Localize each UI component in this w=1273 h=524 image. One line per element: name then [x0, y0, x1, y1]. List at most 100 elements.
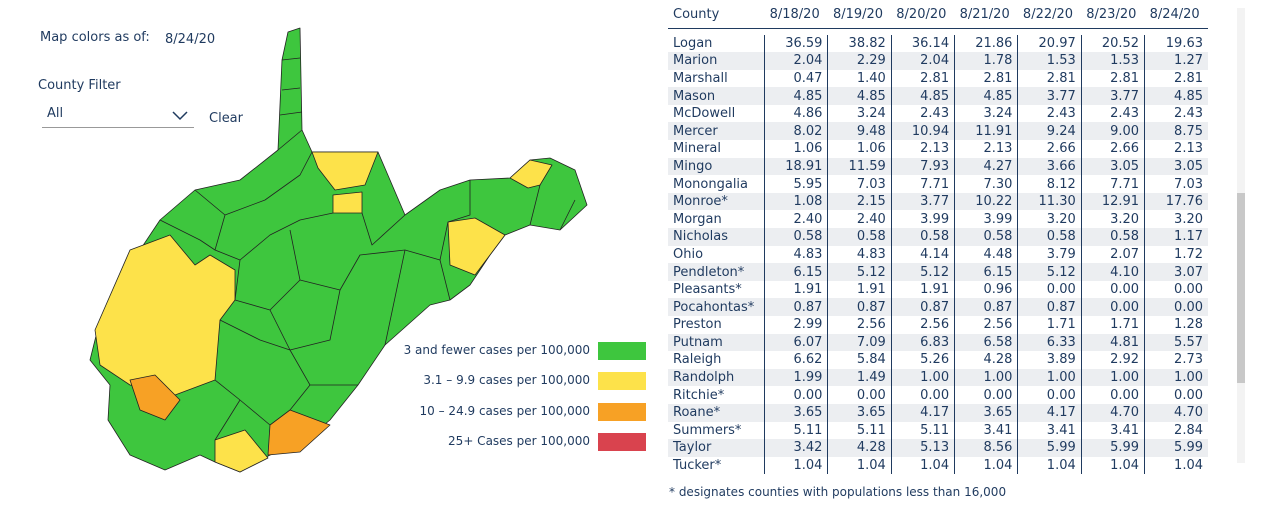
table-row: Ohio 4.83 4.83 4.14 4.48 3.79 2.07 1.72 — [668, 245, 1208, 264]
rate-cell: 1.53 — [1017, 52, 1082, 70]
rate-cell: 7.71 — [890, 175, 955, 193]
table-row: Randolph 1.99 1.49 1.00 1.00 1.00 1.00 1.00 — [668, 368, 1208, 387]
rate-cell: 5.12 — [827, 263, 892, 281]
rate-cell: 3.07 — [1144, 263, 1208, 281]
rate-cell: 5.84 — [827, 351, 892, 369]
scroll-thumb[interactable] — [1237, 193, 1245, 383]
rate-cell: 12.91 — [1080, 192, 1145, 211]
rate-cell: 1.00 — [1017, 368, 1082, 387]
rate-cell: 21.86 — [954, 34, 1018, 53]
column-header: County — [668, 0, 765, 29]
county-cell: Monroe* — [668, 192, 765, 211]
column-header: 8/23/20 — [1081, 0, 1145, 29]
legend-label: 25+ Cases per 100,000 — [448, 433, 590, 448]
rate-cell: 0.00 — [764, 386, 828, 404]
rate-cell: 3.41 — [954, 421, 1018, 440]
county-cell: Ohio — [673, 246, 704, 262]
rate-cell: 1.71 — [1017, 316, 1082, 334]
county-filter-label: County Filter — [38, 78, 121, 93]
rate-cell: 2.81 — [1080, 69, 1145, 88]
rate-cell: 0.96 — [954, 280, 1018, 299]
rate-cell: 1.04 — [1080, 456, 1145, 475]
county-region — [214, 429, 269, 473]
column-header: 8/21/20 — [954, 0, 1018, 29]
county-cell: Pleasants* — [673, 282, 742, 298]
rate-cell: 3.20 — [1144, 210, 1208, 229]
rate-cell: 2.43 — [1017, 104, 1082, 123]
rate-cell: 9.48 — [827, 122, 892, 141]
table-row: Monongalia 5.95 7.03 7.71 7.30 8.12 7.71 7.03 — [668, 175, 1208, 193]
rate-cell: 2.81 — [954, 69, 1018, 88]
rate-cell: 0.47 — [764, 69, 828, 88]
rate-cell: 0.00 — [1017, 280, 1082, 299]
rate-cell: 2.04 — [890, 52, 955, 70]
rate-cell: 0.58 — [1017, 228, 1082, 246]
table-row: Pendleton* 6.15 5.12 5.12 6.15 5.12 4.10 3.07 — [668, 263, 1208, 281]
rate-cell: 0.00 — [1144, 386, 1208, 404]
rate-cell: 3.77 — [1080, 87, 1145, 105]
legend-swatch — [598, 432, 646, 451]
rate-cell: 1.72 — [1144, 245, 1208, 264]
county-cell: Randolph — [668, 368, 765, 387]
table-row: Tucker* 1.04 1.04 1.04 1.04 1.04 1.04 1.04 — [668, 456, 1208, 475]
rate-cell: 5.57 — [1144, 333, 1208, 352]
rate-cell: 0.87 — [764, 298, 828, 316]
rate-cell: 4.10 — [1080, 263, 1145, 281]
clear-button[interactable]: Clear — [209, 111, 243, 126]
rate-cell: 5.99 — [1144, 439, 1208, 457]
rate-cell: 0.58 — [827, 228, 892, 246]
rate-cell: 5.99 — [1080, 439, 1145, 457]
county-cell: Taylor — [668, 439, 765, 457]
rate-cell: 36.14 — [890, 34, 955, 53]
rate-cell: 1.04 — [954, 456, 1018, 475]
rate-cell: 3.66 — [1017, 157, 1082, 176]
column-header: 8/19/20 — [827, 0, 892, 29]
scrollbar[interactable] — [1237, 8, 1245, 463]
rate-cell: 4.28 — [827, 439, 892, 457]
rate-cell: 2.13 — [954, 140, 1018, 158]
rate-cell: 3.99 — [890, 210, 955, 229]
rate-cell: 3.77 — [1017, 87, 1082, 105]
map — [89, 27, 588, 473]
dropdown-value: All — [47, 106, 64, 121]
rate-cell: 7.93 — [890, 157, 955, 176]
rate-cell: 2.04 — [764, 52, 828, 70]
rate-cell: 4.17 — [1017, 403, 1082, 422]
county-region — [447, 217, 506, 276]
county-cell: Nicholas — [668, 228, 765, 246]
rate-cell: 0.58 — [764, 228, 828, 246]
rate-cell: 6.07 — [764, 333, 828, 352]
rate-cell: 3.79 — [1017, 245, 1082, 264]
county-region — [509, 159, 553, 189]
rate-cell: 1.00 — [1080, 368, 1145, 387]
column-header: 8/22/20 — [1017, 0, 1082, 29]
rate-cell: 38.82 — [827, 34, 892, 53]
county-cell: Tucker* — [673, 458, 722, 474]
table-row: Ritchie* 0.00 0.00 0.00 0.00 0.00 0.00 0.00 — [668, 386, 1208, 404]
rate-cell: 4.83 — [827, 245, 892, 264]
rate-cell: 4.85 — [764, 87, 828, 105]
rate-cell: 5.95 — [764, 175, 828, 193]
rate-cell: 1.04 — [827, 456, 892, 475]
rate-cell: 3.24 — [954, 104, 1018, 123]
table-row: Pleasants* 1.91 1.91 1.91 0.96 0.00 0.00 0.00 — [668, 280, 1208, 299]
county-cell: Morgan — [673, 211, 722, 227]
rate-cell: 1.28 — [1144, 316, 1208, 334]
rate-cell: 2.81 — [1144, 69, 1208, 88]
county-dropdown[interactable]: All — [42, 102, 194, 128]
rate-cell: 0.00 — [1080, 280, 1145, 299]
rate-cell: 5.11 — [890, 421, 955, 440]
rate-cell: 2.73 — [1144, 351, 1208, 369]
rate-cell: 4.27 — [954, 157, 1018, 176]
county-region — [311, 151, 379, 191]
rate-cell: 2.81 — [1017, 69, 1082, 88]
table-row: Taylor 3.42 4.28 5.13 8.56 5.99 5.99 5.99 — [668, 439, 1208, 457]
rate-cell: 6.15 — [954, 263, 1018, 281]
rate-cell: 4.81 — [1080, 333, 1145, 352]
county-cell: Mercer — [668, 122, 765, 141]
rate-cell: 7.03 — [827, 175, 892, 193]
rate-cell: 2.40 — [764, 210, 828, 229]
rate-cell: 11.59 — [827, 157, 892, 176]
rate-cell: 2.56 — [827, 316, 892, 334]
